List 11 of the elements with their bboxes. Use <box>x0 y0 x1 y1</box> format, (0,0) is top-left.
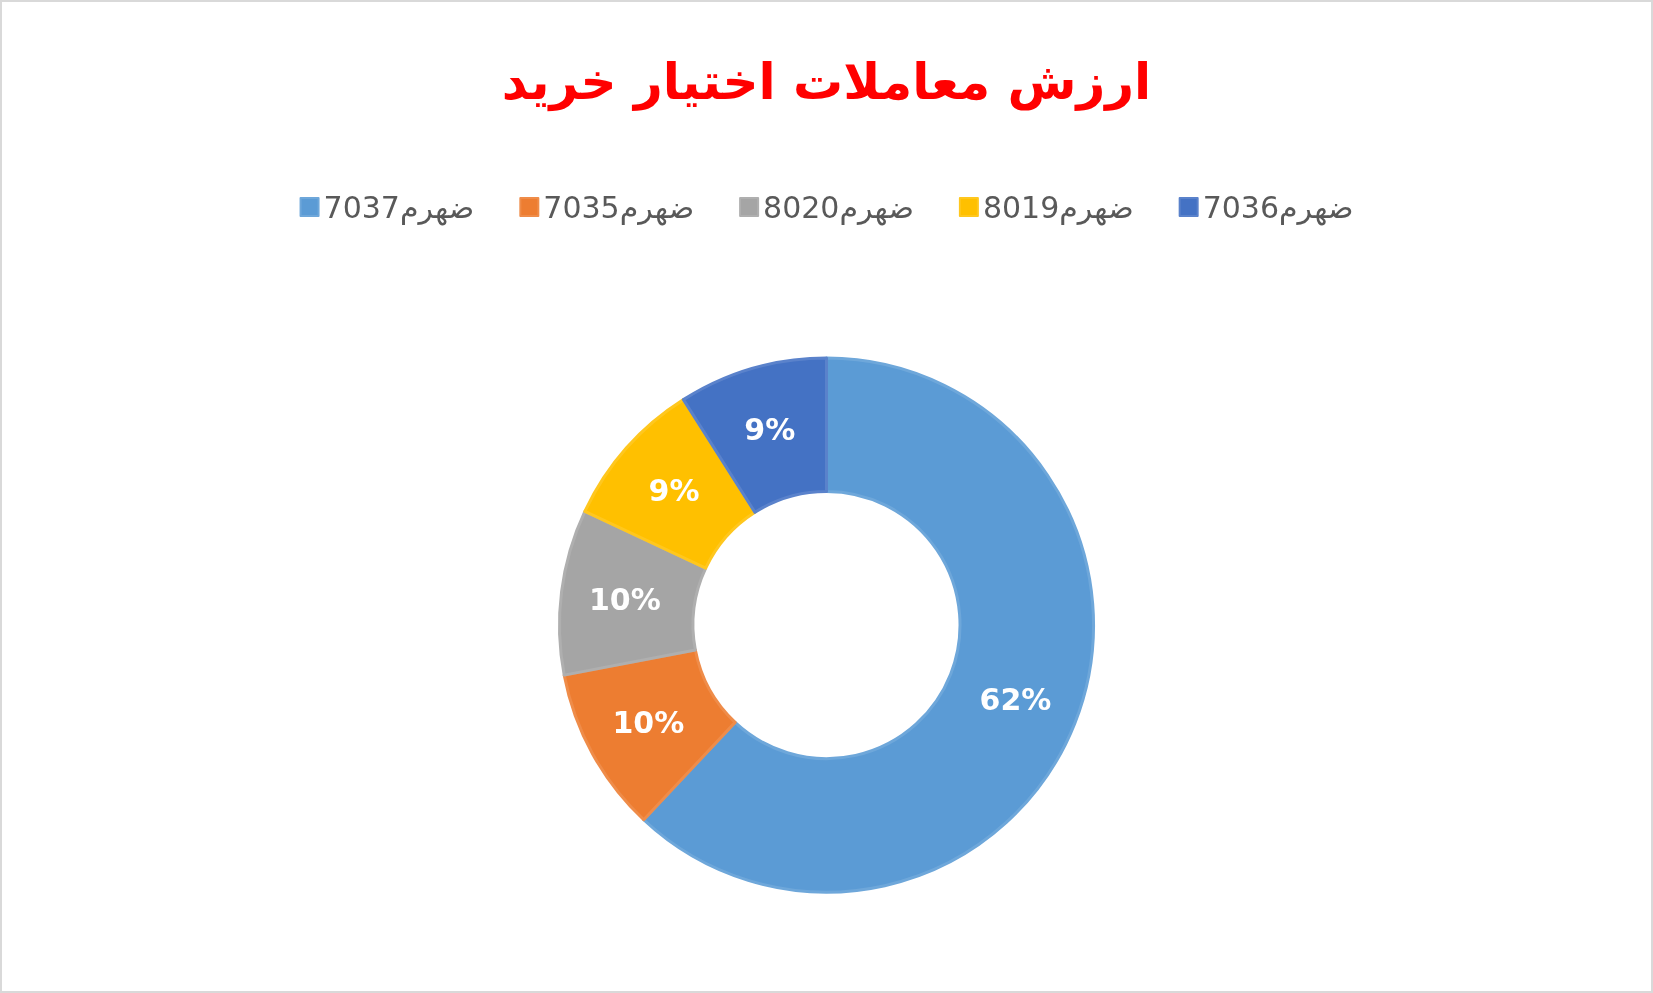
legend-label: ضهرم8019 <box>982 189 1134 226</box>
legend-label: ضهرم8020 <box>763 189 914 226</box>
data-label: 62% <box>979 682 1052 718</box>
data-label: 9% <box>744 412 796 448</box>
legend-label: ضهرم7036 <box>1202 189 1354 226</box>
legend-label: ضهرم7035 <box>543 189 695 226</box>
data-label: 9% <box>648 473 700 509</box>
legend-label: ضهرم7037 <box>323 189 475 226</box>
chart-title: ارزش معاملات اختیار خرید <box>501 53 1152 112</box>
data-label: 10% <box>612 705 685 741</box>
data-label: 10% <box>588 582 661 618</box>
